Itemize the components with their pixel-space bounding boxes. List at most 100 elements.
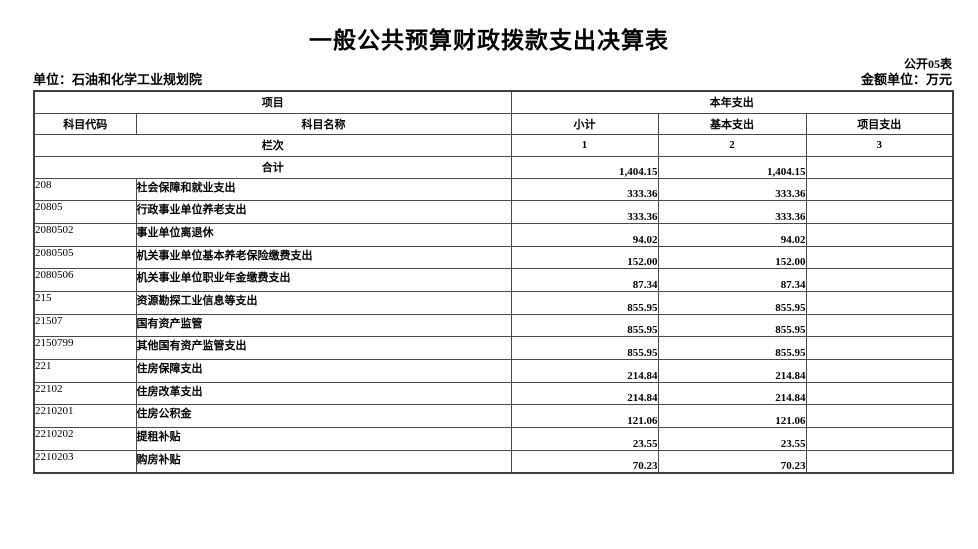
project-expense-cell [805,313,954,338]
basic-expense-cell: 855.95 [657,290,807,315]
basic-expense-cell: 23.55 [657,427,807,451]
subject-code-cell: 2210201 [33,404,137,429]
table-row: 20805 行政事业单位养老支出 333.36 333.36 [33,200,954,224]
total-basic-value: 1,404.15 [657,155,807,179]
subject-code-cell: 21507 [33,313,137,338]
subtotal-cell: 333.36 [510,200,659,224]
subject-name-cell: 国有资产监管 [135,313,512,338]
subject-code-cell: 221 [33,359,137,383]
project-expense-cell [805,359,954,383]
basic-expense-cell: 333.36 [657,200,807,224]
subtotal-cell: 152.00 [510,245,659,270]
subtotal-cell: 214.84 [510,381,659,406]
subtotal-cell: 214.84 [510,359,659,383]
subtotal-cell: 855.95 [510,290,659,315]
header-columns-row: 科目代码 科目名称 小计 基本支出 项目支出 [33,112,954,135]
table-row: 221 住房保障支出 214.84 214.84 [33,359,954,383]
table-row: 2210201 住房公积金 121.06 121.06 [33,404,954,429]
subject-name-cell: 提租补贴 [135,427,512,451]
subject-name-cell: 其他国有资产监管支出 [135,336,512,360]
subject-code-cell: 2210202 [33,427,137,451]
basic-expense-cell: 855.95 [657,336,807,360]
page-title: 一般公共预算财政拨款支出决算表 [309,28,669,53]
subject-name-cell: 机关事业单位职业年金缴费支出 [135,268,512,292]
subtotal-cell: 87.34 [510,268,659,292]
basic-expense-cell: 121.06 [657,404,807,429]
subject-name-cell: 资源勘探工业信息等支出 [135,290,512,315]
table-row: 2150799 其他国有资产监管支出 855.95 855.95 [33,336,954,360]
project-expense-cell [805,222,954,247]
subtotal-cell: 855.95 [510,313,659,338]
header-group-row: 项目 本年支出 [33,90,954,114]
table-row: 21507 国有资产监管 855.95 855.95 [33,313,954,338]
column-index-2: 2 [657,133,807,157]
header-index-row: 栏次 1 2 3 [33,133,954,157]
basic-expense-cell: 87.34 [657,268,807,292]
subject-code-cell: 20805 [33,200,137,224]
basic-expense-cell: 70.23 [657,449,807,474]
subject-name-cell: 社会保障和就业支出 [135,177,512,202]
project-expense-cell [805,290,954,315]
column-index-3: 3 [805,133,954,157]
basic-expense-cell: 855.95 [657,313,807,338]
column-index-1: 1 [510,133,659,157]
subtotal-cell: 70.23 [510,449,659,474]
subject-code-cell: 2080506 [33,268,137,292]
table-body: 合计 1,404.15 1,404.15 208 社会保障和就业支出 333.36 3… [33,155,954,474]
project-expense-cell [805,404,954,429]
project-expense-cell [805,177,954,202]
table-row: 2080502 事业单位离退休 94.02 94.02 [33,222,954,247]
basic-expense-cell: 214.84 [657,381,807,406]
total-project-value [805,155,954,179]
header-subtotal: 小计 [510,112,659,135]
header-index-label: 栏次 [33,133,512,157]
header-year-expense-group: 本年支出 [510,90,954,114]
subject-name-cell: 住房保障支出 [135,359,512,383]
subtotal-cell: 121.06 [510,404,659,429]
table-row: 2080506 机关事业单位职业年金缴费支出 87.34 87.34 [33,268,954,292]
subject-code-cell: 208 [33,177,137,202]
subject-code-cell: 2080502 [33,222,137,247]
project-expense-cell [805,381,954,406]
subtotal-cell: 94.02 [510,222,659,247]
basic-expense-cell: 333.36 [657,177,807,202]
subject-code-cell: 22102 [33,381,137,406]
project-expense-cell [805,449,954,474]
project-expense-cell [805,200,954,224]
table-row: 2210203 购房补贴 70.23 70.23 [33,449,954,474]
amount-unit-label: 金额单位：万元 [860,72,952,87]
subject-name-cell: 购房补贴 [135,449,512,474]
table-row: 2210202 提租补贴 23.55 23.55 [33,427,954,451]
table-header: 项目 本年支出 科目代码 科目名称 小计 基本支出 项目支出 栏次 1 2 3 [33,90,954,157]
meta-row: 单位：石油和化学工业规划院 金额单位：万元 [33,72,952,87]
subject-name-cell: 住房公积金 [135,404,512,429]
project-expense-cell [805,268,954,292]
table-row: 22102 住房改革支出 214.84 214.84 [33,381,954,406]
header-basic-expense: 基本支出 [657,112,807,135]
basic-expense-cell: 152.00 [657,245,807,270]
header-project-expense: 项目支出 [805,112,954,135]
unit-label: 单位：石油和化学工业规划院 [33,72,203,87]
header-subject-code: 科目代码 [33,112,137,135]
basic-expense-cell: 214.84 [657,359,807,383]
total-subtotal-value: 1,404.15 [510,155,659,179]
total-row: 合计 1,404.15 1,404.15 [33,155,954,179]
expense-table: 项目 本年支出 科目代码 科目名称 小计 基本支出 项目支出 栏次 1 2 3 … [33,90,955,474]
form-code-label: 公开05表 [903,57,952,71]
basic-expense-cell: 94.02 [657,222,807,247]
table-row: 208 社会保障和就业支出 333.36 333.36 [33,177,954,202]
subject-name-cell: 机关事业单位基本养老保险缴费支出 [135,245,512,270]
subject-code-cell: 2210203 [33,449,137,474]
subtotal-cell: 333.36 [510,177,659,202]
subject-code-cell: 2150799 [33,336,137,360]
project-expense-cell [805,245,954,270]
subject-code-cell: 2080505 [33,245,137,270]
subtotal-cell: 23.55 [510,427,659,451]
project-expense-cell [805,336,954,360]
subject-code-cell: 215 [33,290,137,315]
project-expense-cell [805,427,954,451]
header-subject-name: 科目名称 [135,112,512,135]
table-row: 2080505 机关事业单位基本养老保险缴费支出 152.00 152.00 [33,245,954,270]
total-label: 合计 [33,155,512,179]
